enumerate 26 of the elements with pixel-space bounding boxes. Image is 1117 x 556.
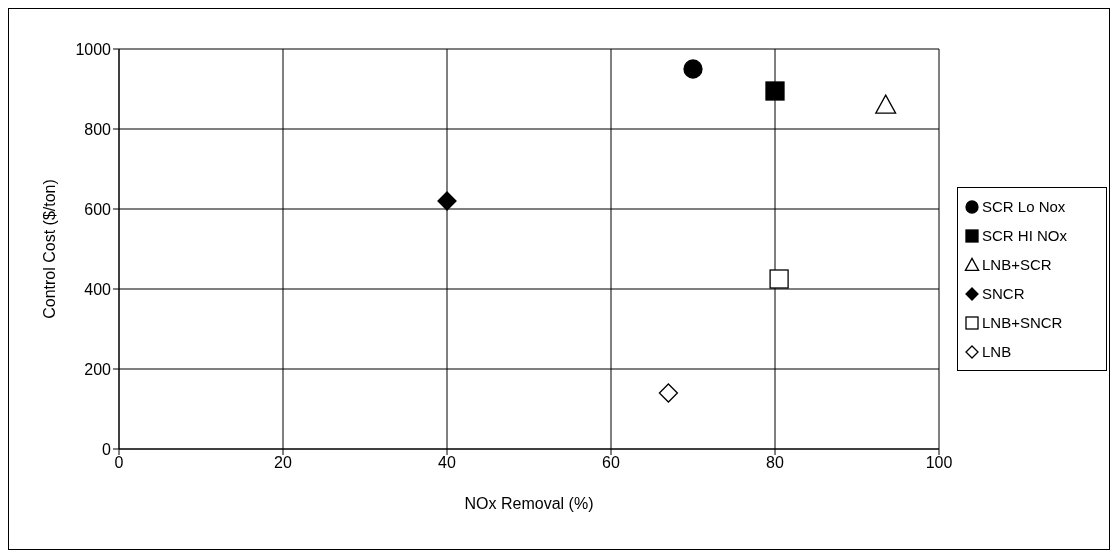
legend-label: LNB+SCR: [982, 256, 1052, 273]
point: [683, 59, 703, 79]
x-tick-label: 20: [274, 454, 292, 472]
x-tick-label: 60: [602, 454, 620, 472]
y-axis-title: Control Cost ($/ton): [40, 179, 58, 319]
point: [769, 269, 789, 289]
legend-label: SNCR: [982, 285, 1025, 302]
point: [875, 94, 897, 114]
y-tick-label: 800: [84, 120, 112, 138]
y-tick-label: 600: [84, 200, 112, 218]
point: [658, 383, 679, 403]
point: [437, 191, 457, 211]
legend-label: SCR Lo Nox: [982, 198, 1066, 215]
x-tick-label: 100: [925, 454, 953, 472]
y-tick-label: 0: [102, 440, 112, 458]
x-tick-label: 80: [766, 454, 784, 472]
x-tick-label: 40: [438, 454, 456, 472]
x-tick-label: 0: [114, 454, 124, 472]
point: [765, 81, 785, 101]
y-tick-label: 1000: [75, 40, 112, 58]
legend-label: LNB+SNCR: [982, 314, 1063, 331]
y-tick-label: 200: [84, 360, 112, 378]
legend-label: LNB: [982, 343, 1012, 360]
y-tick-label: 400: [84, 280, 112, 298]
x-axis-title: NOx Removal (%): [464, 495, 594, 512]
legend-label: SCR HI NOx: [982, 227, 1068, 244]
